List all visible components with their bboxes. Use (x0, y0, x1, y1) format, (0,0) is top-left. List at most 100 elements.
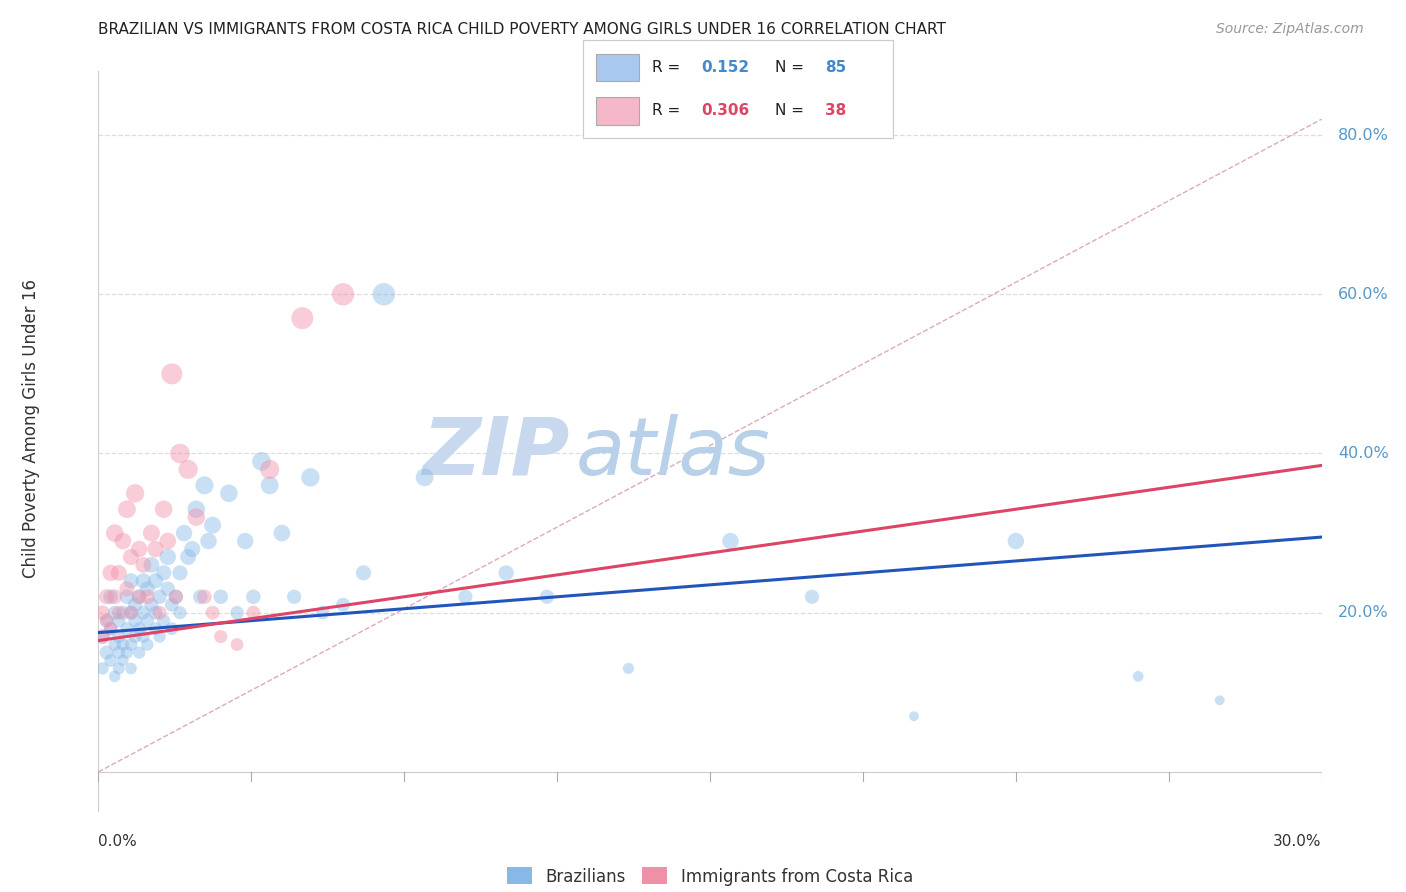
Point (718, 534, 742, 549)
Point (124, 614, 146, 628)
Point (1004, 534, 1026, 549)
Point (145, 574, 167, 588)
Point (100, 590, 122, 604)
Point (141, 526, 163, 541)
Point (136, 582, 159, 596)
Point (108, 606, 131, 620)
Point (111, 653, 134, 667)
Point (299, 470, 322, 484)
Point (181, 541, 204, 556)
Point (104, 606, 127, 620)
Point (108, 661, 131, 675)
Text: Child Poverty Among Girls Under 16: Child Poverty Among Girls Under 16 (22, 278, 39, 578)
Point (104, 669, 127, 683)
Point (100, 622, 122, 636)
Point (124, 598, 146, 612)
Point (413, 470, 436, 484)
Point (124, 486, 146, 500)
Point (111, 606, 134, 620)
Text: 80.0%: 80.0% (1339, 128, 1389, 143)
Point (128, 590, 150, 604)
Point (454, 590, 477, 604)
Text: R =: R = (651, 60, 685, 75)
Point (91, 630, 114, 644)
Point (115, 646, 138, 660)
Point (120, 638, 142, 652)
Point (536, 590, 558, 604)
Point (259, 462, 281, 476)
Point (352, 566, 374, 580)
Point (312, 606, 335, 620)
Point (128, 646, 150, 660)
Point (156, 534, 179, 549)
Point (136, 590, 159, 604)
Point (197, 534, 219, 549)
Text: 0.0%: 0.0% (98, 834, 138, 849)
Point (209, 630, 232, 644)
Point (218, 486, 240, 500)
Point (100, 622, 122, 636)
Point (332, 287, 354, 301)
Point (250, 454, 273, 468)
Point (128, 622, 150, 636)
Point (283, 590, 305, 604)
Point (91, 606, 114, 620)
Point (115, 582, 138, 596)
Point (120, 606, 142, 620)
Point (156, 549, 179, 564)
Point (108, 630, 131, 644)
Point (132, 606, 155, 620)
Point (108, 646, 131, 660)
Point (136, 638, 159, 652)
Text: 38: 38 (825, 103, 846, 119)
Point (115, 502, 138, 516)
Point (145, 606, 167, 620)
Text: 0.306: 0.306 (702, 103, 749, 119)
Point (111, 534, 134, 549)
Text: R =: R = (651, 103, 685, 119)
Point (291, 311, 314, 326)
Point (193, 478, 215, 492)
Text: atlas: atlas (575, 414, 770, 491)
Point (120, 606, 142, 620)
Text: 85: 85 (825, 60, 846, 75)
Point (136, 614, 159, 628)
Point (120, 661, 142, 675)
Point (201, 606, 224, 620)
Point (115, 622, 138, 636)
Point (226, 606, 249, 620)
Point (91, 630, 114, 644)
Point (495, 566, 517, 580)
Point (120, 549, 142, 564)
Point (233, 534, 256, 549)
Point (201, 518, 224, 533)
Point (104, 638, 127, 652)
Point (169, 606, 191, 620)
Point (100, 566, 122, 580)
Point (104, 590, 127, 604)
Point (169, 566, 191, 580)
Point (270, 526, 294, 541)
Point (177, 462, 200, 476)
FancyBboxPatch shape (596, 54, 640, 81)
Point (156, 582, 179, 596)
Point (165, 590, 187, 604)
Text: Source: ZipAtlas.com: Source: ZipAtlas.com (1216, 22, 1364, 37)
Point (141, 598, 163, 612)
Text: 60.0%: 60.0% (1339, 286, 1389, 301)
Point (124, 630, 146, 644)
Text: 20.0%: 20.0% (1339, 605, 1389, 620)
Point (242, 590, 264, 604)
Point (91, 661, 114, 675)
Legend: Brazilians, Immigrants from Costa Rica: Brazilians, Immigrants from Costa Rica (501, 861, 920, 892)
Point (801, 590, 824, 604)
Point (186, 502, 208, 516)
Point (96, 590, 118, 604)
Point (173, 526, 195, 541)
Point (132, 574, 155, 588)
Text: N =: N = (775, 60, 808, 75)
Point (145, 622, 167, 636)
Point (188, 590, 212, 604)
Point (108, 614, 131, 628)
Point (209, 590, 232, 604)
